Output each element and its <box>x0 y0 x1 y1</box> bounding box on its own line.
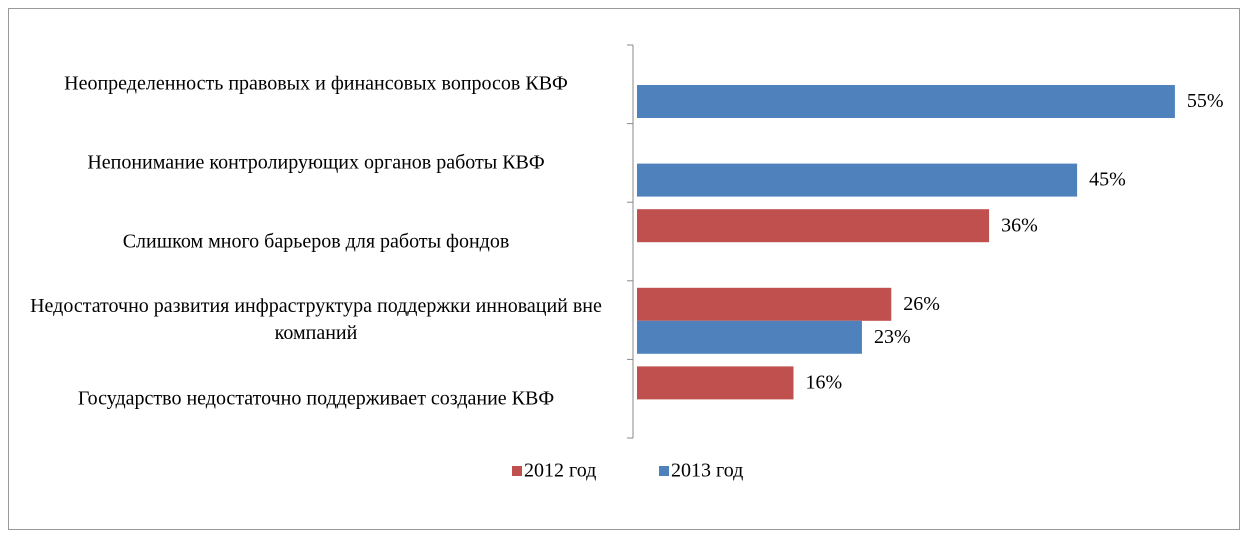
bar <box>637 209 990 243</box>
legend-label: 2012 год <box>524 460 596 482</box>
data-label: 26% <box>903 293 940 315</box>
category-label: Государство недостаточно поддерживает со… <box>77 387 555 410</box>
data-label: 45% <box>1089 169 1126 191</box>
data-label: 36% <box>1001 214 1038 236</box>
legend-swatch <box>512 466 522 476</box>
data-label: 16% <box>805 371 842 393</box>
bar <box>637 163 1078 197</box>
bar <box>637 366 794 400</box>
category-label: Непонимание контролирующих органов работ… <box>87 151 545 174</box>
category-label: Слишком много барьеров для работы фондов <box>122 230 510 252</box>
category-label: Недостаточно развития инфраструктура под… <box>30 295 602 345</box>
legend-label: 2013 год <box>671 460 743 482</box>
bar <box>637 287 892 321</box>
data-label: 55% <box>1187 90 1224 112</box>
legend-swatch <box>659 466 669 476</box>
bar <box>637 85 1175 118</box>
bar <box>637 320 862 354</box>
data-label: 23% <box>874 326 911 348</box>
category-label: Неопределенность правовых и финансовых в… <box>64 72 568 95</box>
